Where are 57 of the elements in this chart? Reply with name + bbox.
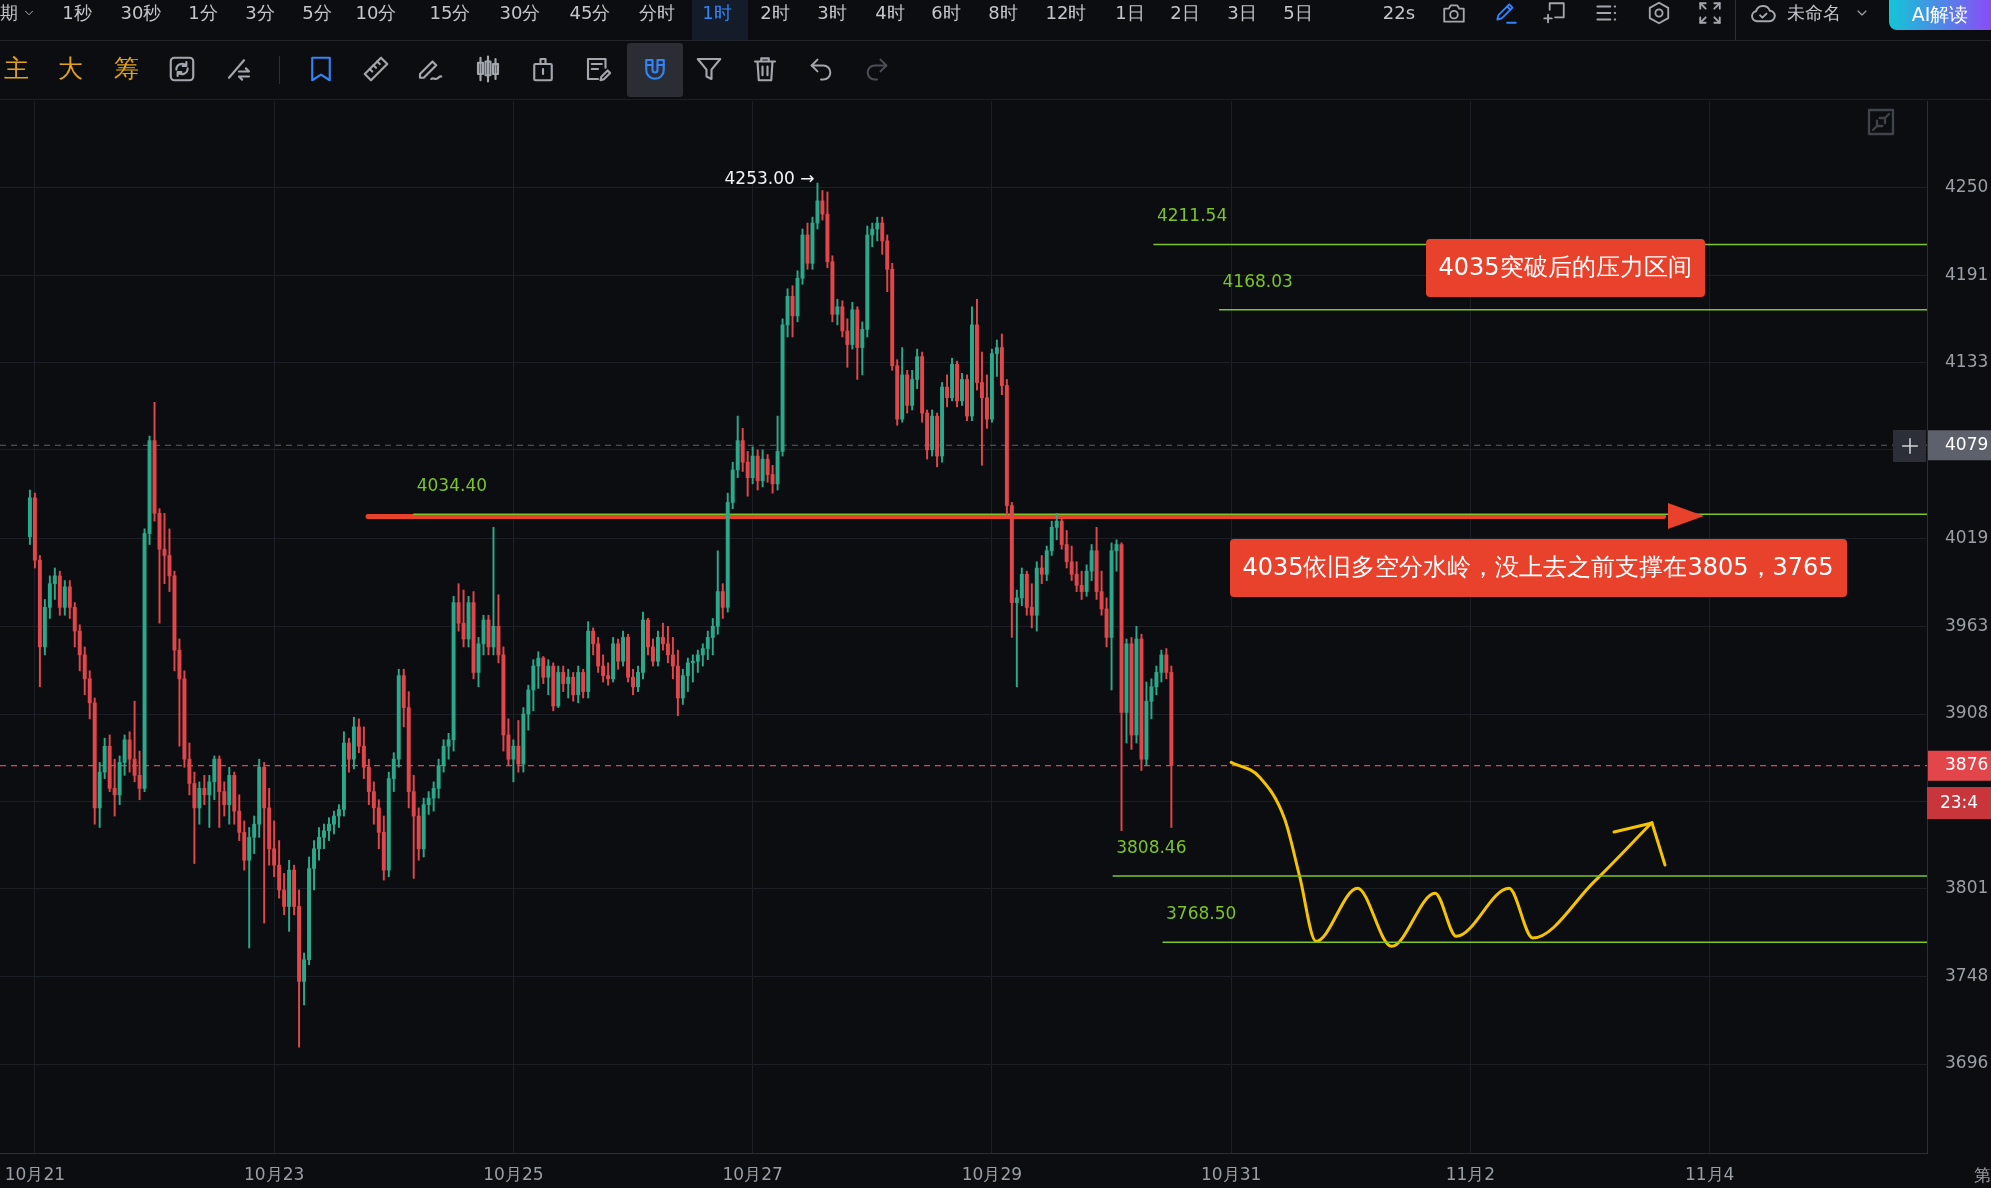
text: 45分 (569, 1, 611, 24)
text: 5分 (302, 1, 332, 24)
text: 22s (1382, 1, 1416, 24)
x-tick-label: 11月4 (1684, 1163, 1735, 1184)
y-tick-label: 4191 (1945, 263, 1989, 284)
y-tick-label: 3748 (1945, 964, 1989, 985)
x-tick-label: 10月23 (244, 1163, 305, 1184)
x-tick-label: 10月25 (483, 1163, 544, 1184)
text: 第 (1974, 1165, 1991, 1186)
text: 1日 (1115, 1, 1145, 24)
text: 1时 (702, 1, 732, 24)
text: 10分 (355, 1, 397, 24)
data-label: 4034.40 (416, 475, 488, 496)
y-tick-label: 3963 (1945, 614, 1989, 635)
data-label: 3768.50 (1166, 903, 1237, 924)
text: 8时 (988, 1, 1018, 24)
y-tick-label: 3908 (1945, 702, 1989, 723)
text: 大 (57, 53, 83, 84)
annotation: 4035突破后的压力区间 (1438, 253, 1692, 282)
annotation: 4253.00 → (724, 167, 815, 188)
y-tick-label: 4250 (1945, 175, 1989, 196)
data-label: 4168.03 (1222, 270, 1293, 291)
x-tick-label: 11月2 (1445, 1163, 1496, 1184)
text: AI解读 (1911, 3, 1969, 26)
text: 6时 (931, 1, 961, 24)
data-label: 4211.54 (1156, 205, 1228, 226)
x-tick-label: 10月31 (1201, 1163, 1262, 1184)
annotation: 4035依旧多空分水岭，没上去之前支撑在3805，3765 (1242, 553, 1834, 582)
text: 15分 (429, 1, 471, 24)
text: 4时 (875, 1, 905, 24)
text: 2时 (760, 1, 790, 24)
text: 筹 (113, 53, 139, 84)
y-tick-label: 4019 (1945, 526, 1989, 547)
text: 12时 (1045, 1, 1087, 24)
text: 主 (3, 53, 29, 84)
text: 未命名 (1787, 1, 1841, 24)
y-tick-label: 3801 (1945, 876, 1989, 897)
text: 30分 (499, 1, 541, 24)
ref-line-label: 3876 (1945, 754, 1989, 775)
text: 分时 (639, 1, 675, 24)
y-tick-label: 4133 (1945, 351, 1989, 372)
y-tick-label: 3696 (1945, 1052, 1989, 1073)
text: 期 (0, 1, 18, 24)
text: 3时 (817, 1, 847, 24)
x-tick-label: 10月29 (961, 1163, 1023, 1184)
data-label: 3808.46 (1116, 836, 1187, 857)
text: 23:4 (1939, 792, 1979, 813)
text: 1分 (188, 1, 218, 24)
text: 2日 (1170, 1, 1200, 24)
text: 30秒 (120, 1, 162, 24)
ref-line-label: 4079 (1945, 433, 1989, 454)
text: 3日 (1227, 1, 1257, 24)
text: 3分 (245, 1, 275, 24)
text: 5日 (1283, 1, 1313, 24)
text: 1秒 (62, 1, 92, 24)
x-tick-label: 10月21 (4, 1163, 66, 1184)
x-tick-label: 10月27 (722, 1163, 783, 1184)
